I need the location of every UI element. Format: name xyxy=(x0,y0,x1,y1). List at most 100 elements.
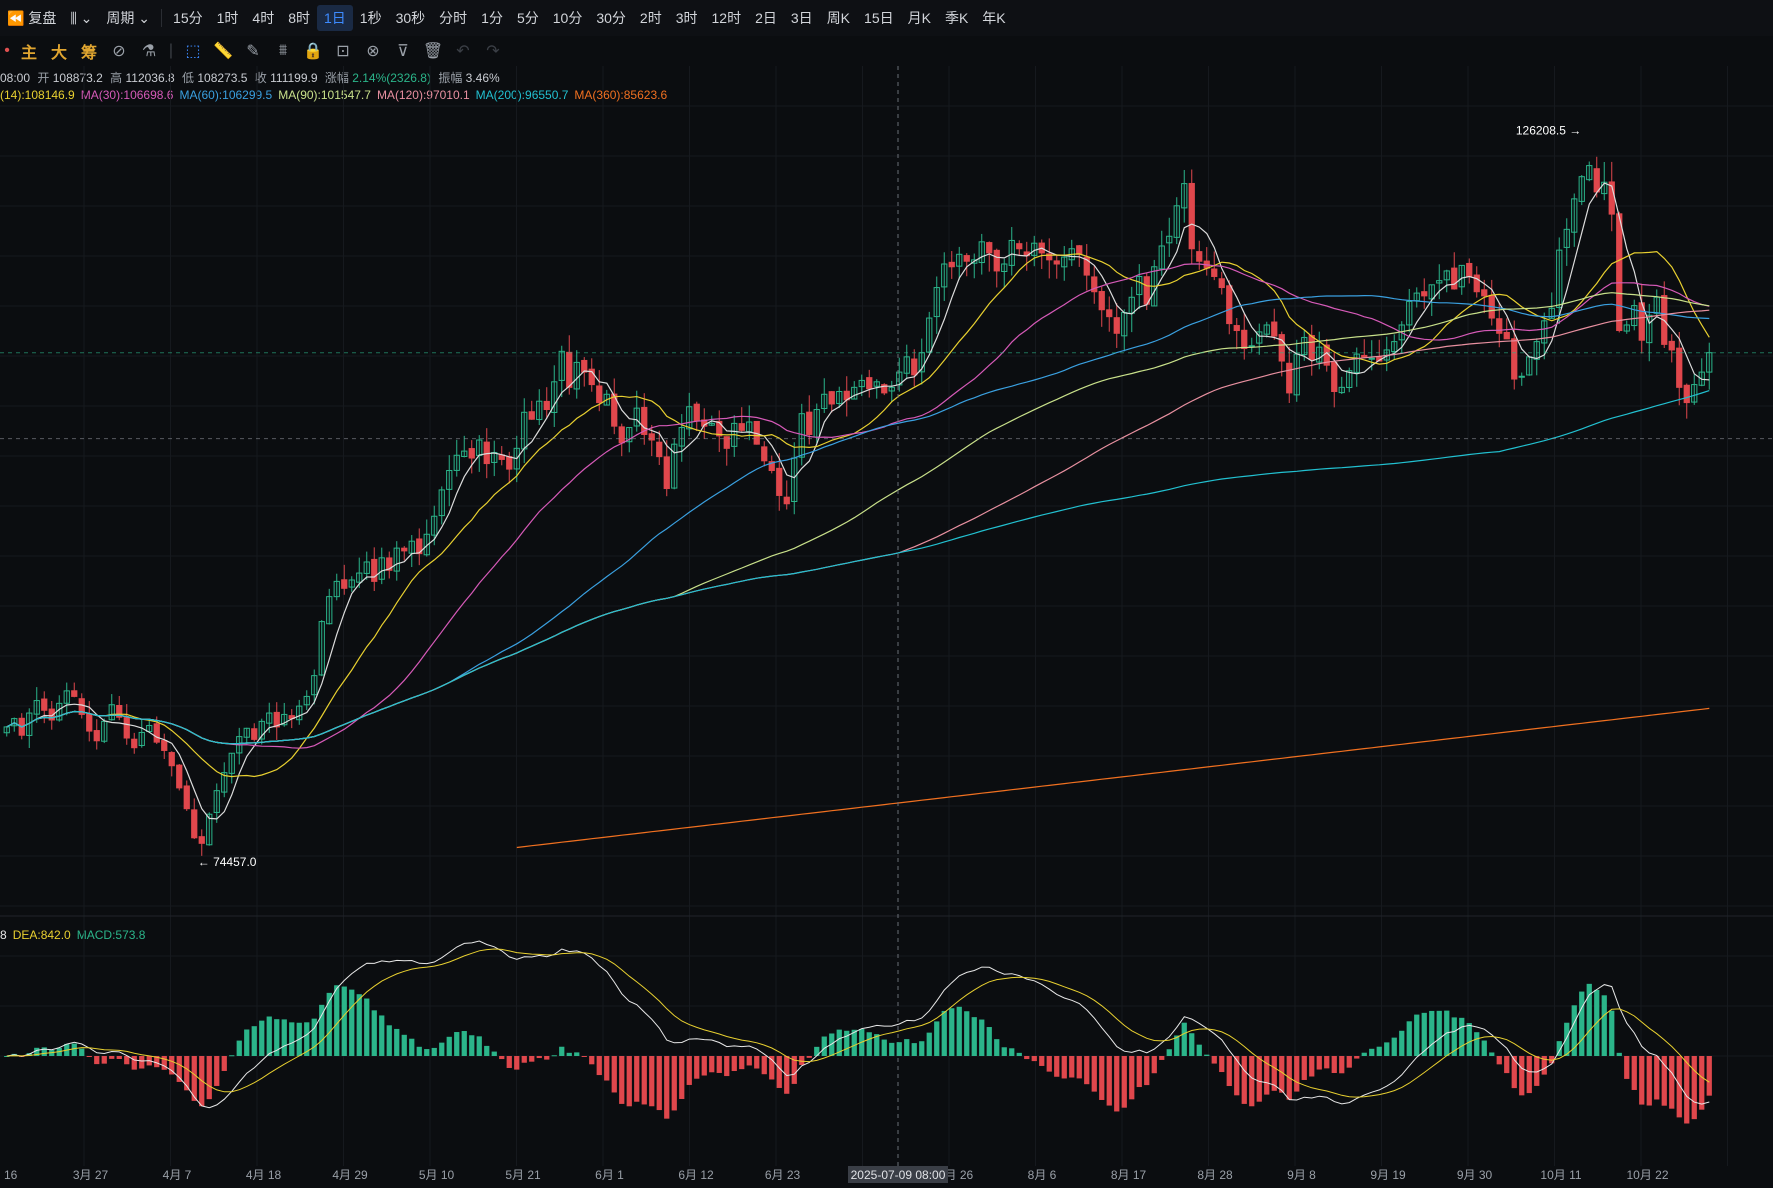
macd-bar xyxy=(566,1052,572,1056)
period-dropdown[interactable]: 周期 ⌄ xyxy=(106,10,151,26)
x-tick-label: 5月 10 xyxy=(419,1168,455,1182)
period-15[interactable]: 2日 xyxy=(755,10,777,26)
macd-bar xyxy=(476,1036,482,1056)
candle xyxy=(243,727,250,738)
trash-icon[interactable]: 🗑 xyxy=(422,43,444,60)
period-21[interactable]: 年K xyxy=(982,10,1006,26)
candle xyxy=(1091,276,1098,293)
period-9[interactable]: 5分 xyxy=(516,10,539,26)
candle xyxy=(1436,280,1443,284)
macd-bar xyxy=(469,1035,475,1056)
compare-icon[interactable]: ⚗ xyxy=(141,43,157,60)
undo-icon[interactable]: ↶ xyxy=(456,43,470,60)
x-tick-label: 9月 8 xyxy=(1287,1168,1316,1182)
macd-bar xyxy=(634,1056,640,1102)
period-18[interactable]: 15日 xyxy=(864,10,894,26)
macd-legend: 8 DEA:842.0 MACD:573.8 xyxy=(0,928,151,942)
period-7[interactable]: 分时 xyxy=(439,10,468,26)
chart-type-dropdown[interactable]: ⫼ ⌄ xyxy=(70,10,93,26)
macd-bar xyxy=(536,1056,542,1059)
candle xyxy=(258,720,265,740)
candle xyxy=(176,764,183,789)
candle xyxy=(948,261,955,268)
lock-icon[interactable]: 🔒 xyxy=(303,43,323,60)
candle xyxy=(1428,284,1435,300)
magnet-icon[interactable]: ⊗ xyxy=(366,43,380,60)
period-10[interactable]: 10分 xyxy=(552,10,583,26)
pen-icon[interactable]: ✎ xyxy=(246,43,260,60)
period-2[interactable]: 4时 xyxy=(252,10,275,26)
period-20[interactable]: 季K xyxy=(944,10,969,26)
ruler-icon[interactable]: 📏 xyxy=(213,43,233,60)
replay-button[interactable]: ⏪ 复盘 xyxy=(7,10,57,26)
candle xyxy=(423,533,430,556)
candle xyxy=(963,255,970,262)
period-5[interactable]: 1秒 xyxy=(359,10,382,26)
macd-bar xyxy=(1609,1010,1615,1056)
indicator-icon[interactable]: ⊘ xyxy=(112,43,126,60)
ma_legend-item-1: MA(30):106698.6 xyxy=(80,88,174,102)
macd-bar xyxy=(664,1056,670,1119)
period-4[interactable]: 1日 xyxy=(317,5,353,31)
period-1[interactable]: 1时 xyxy=(216,10,239,26)
big-order-button[interactable]: 大 xyxy=(50,45,67,62)
main-indicator-button[interactable]: 主 xyxy=(20,45,37,62)
candle xyxy=(168,752,175,767)
candle xyxy=(1286,362,1293,394)
period-16[interactable]: 3日 xyxy=(790,10,813,26)
period-8[interactable]: 1分 xyxy=(481,10,503,26)
candle xyxy=(663,456,670,490)
macd-bar xyxy=(1474,1032,1480,1056)
period-12[interactable]: 2时 xyxy=(639,10,662,26)
candle xyxy=(378,557,385,580)
measure-icon[interactable]: ⩩ xyxy=(278,42,288,59)
macd-bar xyxy=(874,1034,880,1056)
x-tick-label: 4月 18 xyxy=(246,1168,282,1182)
macd-bar xyxy=(1354,1056,1360,1059)
macd-bar xyxy=(941,1010,947,1056)
ma-line-120 xyxy=(6,309,1710,745)
period-6[interactable]: 30秒 xyxy=(395,10,426,26)
candle xyxy=(1593,168,1600,193)
macd-bar xyxy=(1174,1035,1180,1056)
ma-line-90 xyxy=(6,292,1710,745)
candle xyxy=(311,675,318,696)
macd-bar xyxy=(1136,1056,1142,1088)
screenshot-icon[interactable]: ⊡ xyxy=(336,43,350,60)
candle xyxy=(1698,371,1705,386)
macd-bar xyxy=(521,1056,527,1063)
x-tick-label: 8月 28 xyxy=(1197,1168,1233,1182)
candle xyxy=(1173,205,1180,238)
candle xyxy=(903,356,910,374)
macd-bar xyxy=(829,1033,835,1056)
macd-bar xyxy=(401,1034,407,1056)
period-3[interactable]: 8时 xyxy=(288,10,310,26)
period-11[interactable]: 30分 xyxy=(596,10,626,26)
candle xyxy=(198,836,205,844)
candle xyxy=(11,718,18,727)
period-17[interactable]: 周K xyxy=(826,10,851,26)
ma-line-360 xyxy=(516,707,1710,849)
macd-bar xyxy=(956,1006,962,1056)
macd-bar xyxy=(1399,1030,1405,1056)
period-19[interactable]: 月K xyxy=(907,10,931,26)
candle xyxy=(1421,291,1428,297)
price-chart[interactable]: 126208.5 → ← 74457.0 16 3月 27 4月 7 4月 18 4月 29… xyxy=(0,66,1773,1188)
period-13[interactable]: 3时 xyxy=(675,10,698,26)
candle xyxy=(851,386,858,400)
candle xyxy=(1578,176,1585,202)
redo-icon[interactable]: ↷ xyxy=(486,43,500,60)
candle xyxy=(941,263,948,288)
period-0[interactable]: 15分 xyxy=(173,10,203,26)
macd-bar xyxy=(1106,1056,1112,1106)
candle xyxy=(506,456,513,470)
filter-icon[interactable]: ⊽ xyxy=(397,43,409,60)
chip-distribution-button[interactable]: 筹 xyxy=(80,45,97,62)
candle xyxy=(1181,183,1188,209)
macd-bar xyxy=(1496,1056,1502,1065)
macd-bar xyxy=(1541,1056,1547,1075)
period-14[interactable]: 12时 xyxy=(711,10,742,26)
draw-cursor-icon[interactable]: ⬚ xyxy=(185,43,201,60)
macd-bar xyxy=(1669,1056,1675,1109)
candle xyxy=(873,381,880,387)
